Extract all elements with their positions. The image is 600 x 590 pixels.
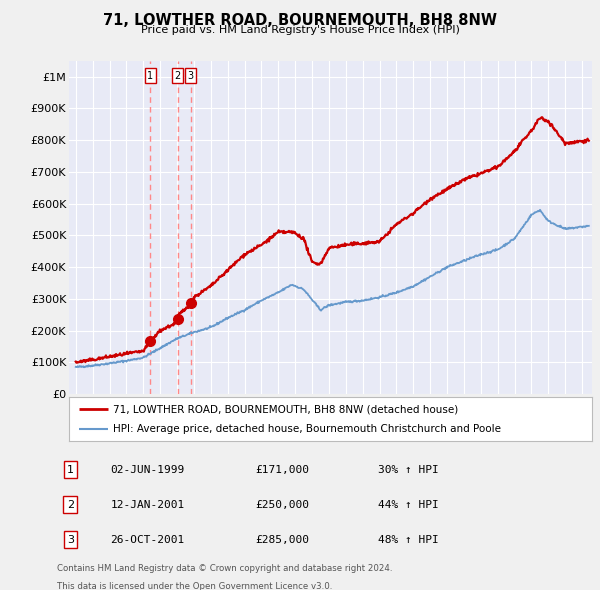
Text: 1: 1 [147,71,154,81]
Text: £250,000: £250,000 [255,500,309,510]
Text: 71, LOWTHER ROAD, BOURNEMOUTH, BH8 8NW: 71, LOWTHER ROAD, BOURNEMOUTH, BH8 8NW [103,13,497,28]
Text: 2: 2 [67,500,74,510]
Text: £171,000: £171,000 [255,465,309,475]
Text: 71, LOWTHER ROAD, BOURNEMOUTH, BH8 8NW (detached house): 71, LOWTHER ROAD, BOURNEMOUTH, BH8 8NW (… [113,404,459,414]
Text: 2: 2 [175,71,181,81]
Text: 3: 3 [188,71,194,81]
Text: 44% ↑ HPI: 44% ↑ HPI [378,500,439,510]
Text: 1: 1 [67,465,74,475]
Text: £285,000: £285,000 [255,535,309,545]
Text: 26-OCT-2001: 26-OCT-2001 [110,535,185,545]
Text: 3: 3 [67,535,74,545]
Text: 12-JAN-2001: 12-JAN-2001 [110,500,185,510]
Text: 48% ↑ HPI: 48% ↑ HPI [378,535,439,545]
Text: This data is licensed under the Open Government Licence v3.0.: This data is licensed under the Open Gov… [57,582,332,590]
Text: Price paid vs. HM Land Registry's House Price Index (HPI): Price paid vs. HM Land Registry's House … [140,25,460,35]
Text: 02-JUN-1999: 02-JUN-1999 [110,465,185,475]
Text: 30% ↑ HPI: 30% ↑ HPI [378,465,439,475]
Text: Contains HM Land Registry data © Crown copyright and database right 2024.: Contains HM Land Registry data © Crown c… [57,564,392,573]
Text: HPI: Average price, detached house, Bournemouth Christchurch and Poole: HPI: Average price, detached house, Bour… [113,424,502,434]
